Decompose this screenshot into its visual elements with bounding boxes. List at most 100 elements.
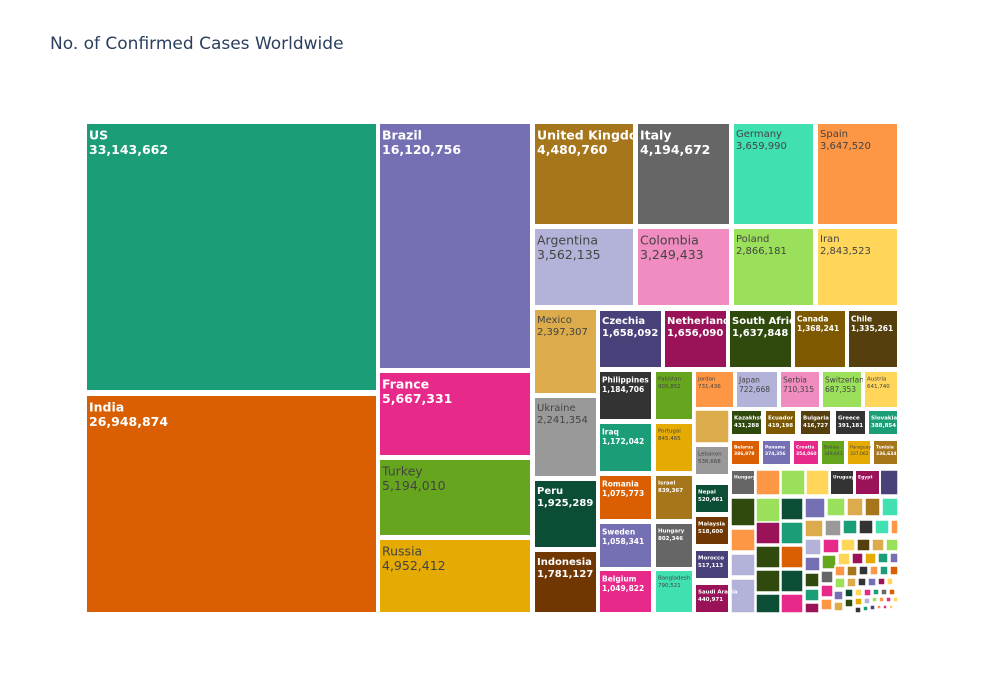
treemap-rect bbox=[694, 515, 730, 546]
tile-label: Canada bbox=[797, 315, 828, 324]
tile-value: 4,194,672 bbox=[640, 142, 710, 157]
treemap-tile-small bbox=[755, 593, 781, 614]
tile-label: Mexico bbox=[537, 315, 572, 326]
treemap-rect bbox=[85, 394, 378, 614]
tile-label: Romania bbox=[602, 480, 639, 489]
treemap-tile-small bbox=[863, 597, 871, 605]
tile-value: 440,971 bbox=[698, 597, 723, 603]
tile-label: Poland bbox=[736, 234, 769, 245]
tile-value: 391,181 bbox=[838, 423, 863, 429]
treemap-tile-small bbox=[755, 521, 781, 545]
treemap-rect bbox=[816, 227, 899, 307]
treemap-rect bbox=[378, 538, 532, 614]
treemap-tile-small bbox=[851, 552, 864, 565]
treemap-rect bbox=[636, 227, 731, 307]
tile-label: Russia bbox=[382, 544, 422, 559]
treemap-tile-small bbox=[872, 588, 880, 596]
treemap-rect bbox=[694, 370, 735, 409]
treemap-tile-small bbox=[889, 552, 899, 564]
treemap-tile-small bbox=[846, 565, 858, 577]
tile-label: Saudi Arabia bbox=[698, 590, 738, 596]
treemap-tile-small bbox=[820, 598, 833, 611]
tile-label: US bbox=[89, 128, 108, 143]
treemap-tile-small bbox=[879, 565, 889, 576]
treemap-rect bbox=[846, 439, 872, 466]
treemap-rect bbox=[654, 569, 694, 614]
treemap-rect bbox=[598, 474, 653, 521]
tile-value: 1,656,090 bbox=[667, 328, 723, 339]
tile-value: 1,075,773 bbox=[602, 489, 644, 498]
treemap-rect bbox=[764, 409, 797, 436]
treemap-tile-small bbox=[826, 497, 846, 517]
treemap-rect bbox=[867, 409, 899, 436]
tile-value: 419,198 bbox=[768, 423, 793, 429]
treemap-rect bbox=[732, 122, 815, 226]
treemap-tile-small bbox=[882, 604, 888, 610]
treemap-rect bbox=[598, 309, 663, 369]
treemap-tile-small bbox=[867, 577, 877, 587]
tile-label: Germany bbox=[736, 129, 782, 140]
tile-value: 1,781,127 bbox=[537, 569, 593, 580]
treemap-tile-small bbox=[877, 552, 889, 564]
tile-label: Serbia bbox=[783, 376, 807, 385]
tile-value: 790,521 bbox=[658, 583, 681, 589]
treemap-tile-small bbox=[804, 538, 822, 556]
treemap-tile-small bbox=[864, 497, 881, 517]
tile-value: 536,668 bbox=[698, 459, 721, 465]
treemap-rect bbox=[533, 550, 598, 614]
treemap-rect bbox=[654, 422, 694, 473]
treemap-tile-small bbox=[878, 596, 885, 603]
tile-label: Lebanon bbox=[698, 452, 722, 458]
treemap-tile-small bbox=[885, 596, 892, 603]
tile-label: India bbox=[89, 400, 124, 415]
tile-value: 687,353 bbox=[825, 385, 856, 394]
treemap-tile-small bbox=[804, 497, 826, 519]
tile-value: 839,367 bbox=[658, 488, 683, 494]
tile-label: Netherlands bbox=[667, 316, 736, 327]
treemap-tile-small bbox=[888, 588, 896, 596]
tile-label: South Africa bbox=[732, 316, 802, 327]
tile-label: Belgium bbox=[602, 575, 637, 584]
tile-value: 520,461 bbox=[698, 497, 723, 503]
treemap-rect bbox=[533, 479, 598, 549]
treemap-rect bbox=[816, 122, 899, 226]
treemap-tile-small bbox=[876, 604, 882, 610]
tile-label: Hungary bbox=[734, 475, 756, 481]
treemap-tile-small bbox=[854, 597, 863, 606]
tile-value: 337,062 bbox=[850, 451, 869, 457]
tile-value: 354,060 bbox=[796, 451, 817, 457]
tile-value: 374,356 bbox=[765, 451, 786, 457]
treemap-tile-small bbox=[892, 596, 899, 603]
tile-value: 1,335,261 bbox=[851, 324, 893, 333]
tile-label: Japan bbox=[738, 376, 760, 385]
tile-label: France bbox=[382, 377, 429, 392]
tile-value: 845,465 bbox=[658, 436, 681, 442]
tile-value: 1,049,822 bbox=[602, 584, 644, 593]
treemap-rect bbox=[847, 309, 899, 369]
tile-value: 5,667,331 bbox=[382, 391, 452, 406]
tile-label: Belarus bbox=[734, 445, 753, 451]
treemap-tile: Uruguay bbox=[829, 469, 855, 496]
treemap-tile: Egypt bbox=[854, 469, 881, 496]
treemap-tile-small bbox=[862, 605, 869, 612]
